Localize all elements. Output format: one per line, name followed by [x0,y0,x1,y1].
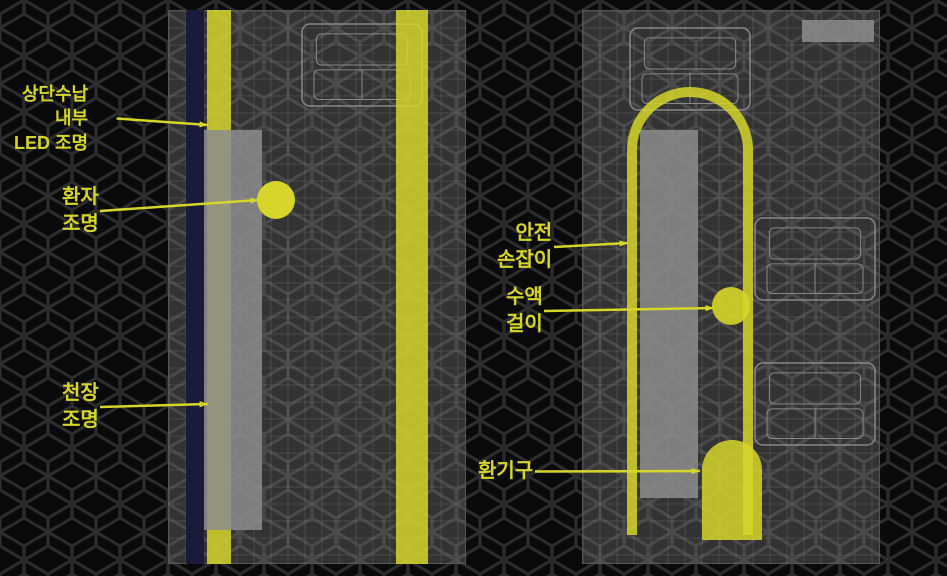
label-ceiling_light: 천장조명 [62,380,99,434]
label-vent: 환기구 [478,458,533,485]
label-patient_light: 환자조명 [62,184,99,238]
labels-layer: 상단수납내부LED 조명환자조명천장조명 안전손잡이수액걸이환기구 [0,0,947,576]
label-iv_hanger: 수액걸이 [506,284,543,338]
label-upper_led: 상단수납내부LED 조명 [14,82,88,155]
label-grab_handle: 안전손잡이 [497,220,552,274]
